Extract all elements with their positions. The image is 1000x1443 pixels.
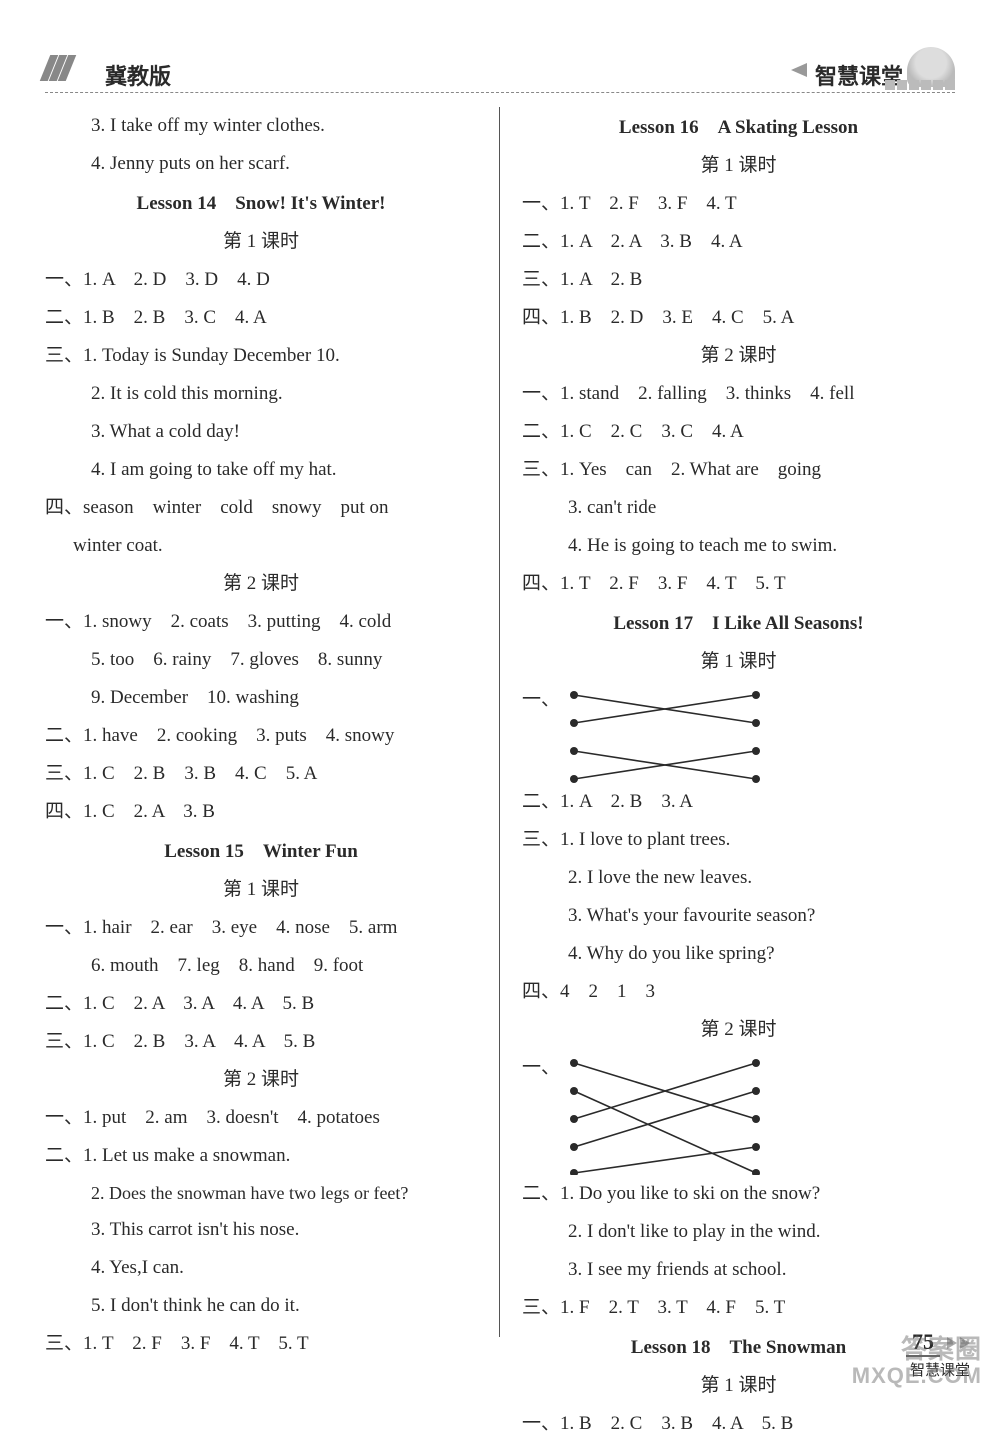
answer-line: 四、1. C 2. A 3. B (45, 793, 477, 831)
watermark: 答案圈 MXQE.COM (852, 1335, 982, 1388)
session-label: 第 1 课时 (522, 643, 955, 681)
watermark-en: MXQE.COM (852, 1364, 982, 1388)
answer-line: 3. What's your favourite season? (522, 897, 955, 935)
answer-line: 一、1. B 2. C 3. B 4. A 5. B (522, 1405, 955, 1443)
answer-line: 一、1. stand 2. falling 3. thinks 4. fell (522, 375, 955, 413)
answer-line: 二、1. C 2. C 3. C 4. A (522, 413, 955, 451)
answer-line: 三、1. A 2. B (522, 261, 955, 299)
session-label: 第 2 课时 (522, 337, 955, 375)
header-stripes-icon (45, 55, 89, 81)
answer-line: 三、1. C 2. B 3. A 4. A 5. B (45, 1023, 477, 1061)
answer-line: 2. I don't like to play in the wind. (522, 1213, 955, 1251)
session-label: 第 2 课时 (45, 1061, 477, 1099)
arrow-left-icon (791, 63, 807, 77)
answer-line: winter coat. (45, 527, 477, 565)
right-column: Lesson 16 A Skating Lesson 第 1 课时 一、1. T… (500, 107, 955, 1337)
answer-line: 4. He is going to teach me to swim. (522, 527, 955, 565)
answer-line: 4. Why do you like spring? (522, 935, 955, 973)
answer-line: 四、1. B 2. D 3. E 4. C 5. A (522, 299, 955, 337)
publisher-label: 冀教版 (105, 59, 171, 91)
answer-line: 三、1. Today is Sunday December 10. (45, 337, 477, 375)
answer-line: 一、1. snowy 2. coats 3. putting 4. cold (45, 603, 477, 641)
answer-line: 4. I am going to take off my hat. (45, 451, 477, 489)
answer-line: 5. I don't think he can do it. (45, 1287, 477, 1325)
answer-line: 三、1. F 2. T 3. T 4. F 5. T (522, 1289, 955, 1327)
answer-line: 4. Yes,I can. (45, 1249, 477, 1287)
answer-line: 3. I see my friends at school. (522, 1251, 955, 1289)
lesson-title: Lesson 15 Winter Fun (45, 833, 477, 871)
answer-line: 二、1. have 2. cooking 3. puts 4. snowy (45, 717, 477, 755)
answer-line: 二、1. Do you like to ski on the snow? (522, 1175, 955, 1213)
answer-line: 一、1. hair 2. ear 3. eye 4. nose 5. arm (45, 909, 477, 947)
answer-line: 三、1. T 2. F 3. F 4. T 5. T (45, 1325, 477, 1363)
section-prefix: 一、 (522, 1049, 560, 1087)
answer-line: 9. December 10. washing (45, 679, 477, 717)
answer-line: 二、1. C 2. A 3. A 4. A 5. B (45, 985, 477, 1023)
lesson-title: Lesson 17 I Like All Seasons! (522, 605, 955, 643)
session-label: 第 1 课时 (522, 147, 955, 185)
watermark-cn: 答案圈 (852, 1335, 982, 1364)
answer-line: 四、season winter cold snowy put on (45, 489, 477, 527)
answer-line: 2. I love the new leaves. (522, 859, 955, 897)
answer-line: 三、1. C 2. B 3. B 4. C 5. A (45, 755, 477, 793)
answer-line: 四、4 2 1 3 (522, 973, 955, 1011)
answer-line: 三、1. I love to plant trees. (522, 821, 955, 859)
left-column: 3. I take off my winter clothes. 4. Jenn… (45, 107, 500, 1337)
session-label: 第 2 课时 (45, 565, 477, 603)
answer-line: 一、1. put 2. am 3. doesn't 4. potatoes (45, 1099, 477, 1137)
answer-line: 3. This carrot isn't his nose. (45, 1211, 477, 1249)
answer-line: 三、1. Yes can 2. What are going (522, 451, 955, 489)
answer-line: 2. Does the snowman have two legs or fee… (45, 1175, 477, 1211)
answer-line: 5. too 6. rainy 7. gloves 8. sunny (45, 641, 477, 679)
answer-line: 四、1. T 2. F 3. F 4. T 5. T (522, 565, 955, 603)
answer-line: 一、1. A 2. D 3. D 4. D (45, 261, 477, 299)
answer-line: 一、1. T 2. F 3. F 4. T (522, 185, 955, 223)
answer-line: 3. can't ride (522, 489, 955, 527)
header-squares-icon (885, 80, 955, 90)
answer-line: 2. It is cold this morning. (45, 375, 477, 413)
session-label: 第 2 课时 (522, 1011, 955, 1049)
answer-line: 3. I take off my winter clothes. (45, 107, 477, 145)
session-label: 第 1 课时 (45, 871, 477, 909)
lesson-title: Lesson 14 Snow! It's Winter! (45, 185, 477, 223)
page-header: 冀教版 智慧课堂 (45, 45, 955, 93)
matching-diagram (560, 1055, 770, 1175)
answer-line: 3. What a cold day! (45, 413, 477, 451)
section-prefix: 一、 (522, 681, 560, 719)
content-columns: 3. I take off my winter clothes. 4. Jenn… (45, 107, 955, 1337)
answer-line: 4. Jenny puts on her scarf. (45, 145, 477, 183)
answer-line: 6. mouth 7. leg 8. hand 9. foot (45, 947, 477, 985)
answer-line: 二、1. A 2. A 3. B 4. A (522, 223, 955, 261)
matching-diagram (560, 687, 770, 783)
answer-line: 二、1. Let us make a snowman. (45, 1137, 477, 1175)
answer-line: 二、1. B 2. B 3. C 4. A (45, 299, 477, 337)
answer-line: 二、1. A 2. B 3. A (522, 783, 955, 821)
lesson-title: Lesson 16 A Skating Lesson (522, 109, 955, 147)
session-label: 第 1 课时 (45, 223, 477, 261)
